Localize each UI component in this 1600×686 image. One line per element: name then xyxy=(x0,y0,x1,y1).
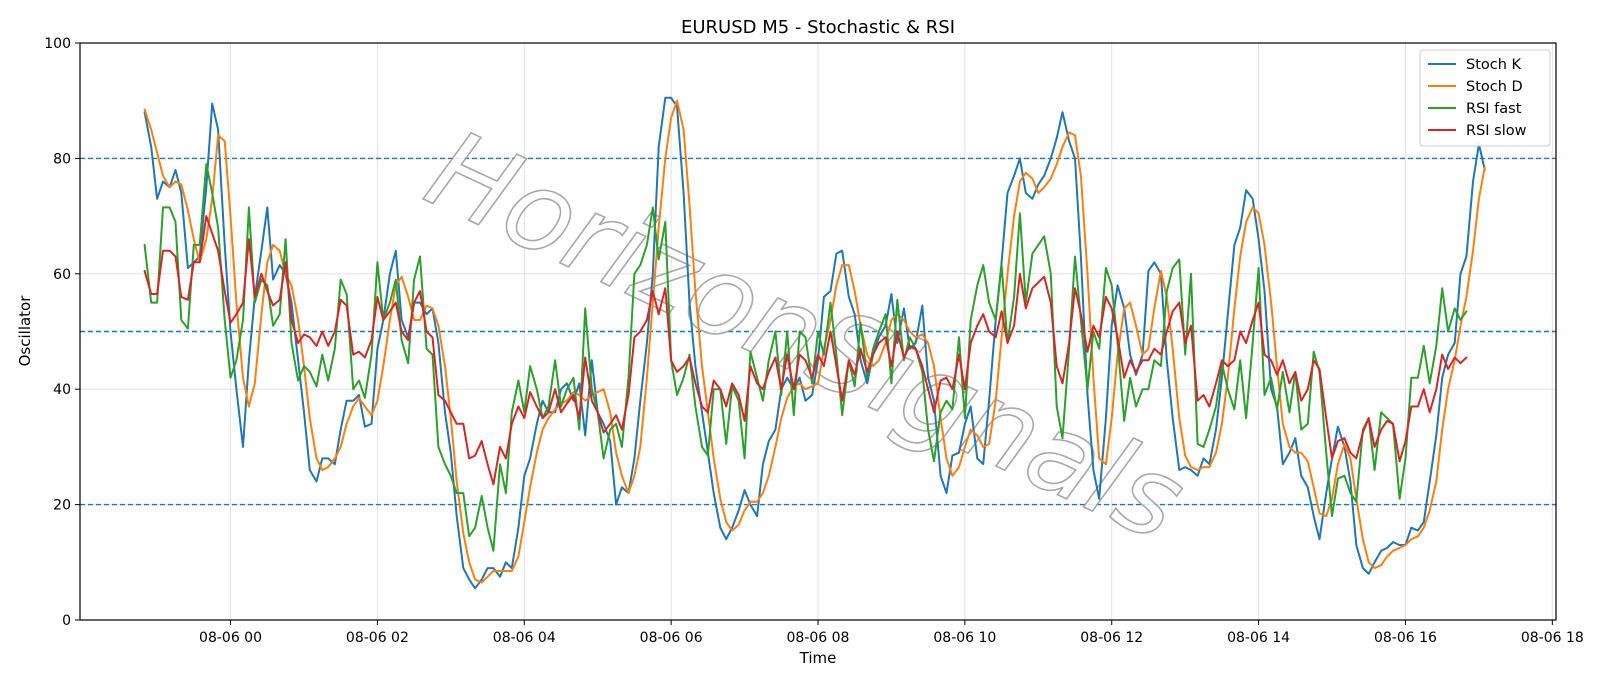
x-tick-label: 08-06 04 xyxy=(493,630,556,646)
y-tick-label: 100 xyxy=(44,36,71,52)
x-tick-label: 08-06 18 xyxy=(1521,630,1584,646)
y-tick-label: 40 xyxy=(53,382,71,398)
x-tick-label: 08-06 06 xyxy=(640,630,703,646)
x-tick-label: 08-06 02 xyxy=(346,630,409,646)
y-axis: 0 20 40 60 80 100 xyxy=(44,36,80,629)
x-tick-label: 08-06 14 xyxy=(1227,630,1290,646)
legend-label: Stoch D xyxy=(1466,79,1523,95)
y-tick-label: 80 xyxy=(53,151,71,167)
x-tick-label: 08-06 00 xyxy=(199,630,262,646)
series-line-stoch-d xyxy=(143,99,1486,584)
chart-title: EURUSD M5 - Stochastic & RSI xyxy=(681,17,955,38)
y-tick-label: 20 xyxy=(53,498,71,514)
y-tick-label: 60 xyxy=(53,267,71,283)
x-axis: 08-06 00 08-06 02 08-06 04 08-06 06 08-06 08… xyxy=(199,620,1584,646)
x-tick-label: 08-06 16 xyxy=(1374,630,1437,646)
legend-label: RSI slow xyxy=(1466,123,1527,139)
x-tick-label: 08-06 12 xyxy=(1080,630,1143,646)
x-tick-label: 08-06 08 xyxy=(787,630,850,646)
series-line-rsi-fast xyxy=(143,163,1468,552)
series-line-stoch-k xyxy=(143,96,1486,590)
x-tick-label: 08-06 10 xyxy=(933,630,996,646)
series-line-rsi-slow xyxy=(143,215,1468,486)
y-axis-title: Oscillator xyxy=(16,295,34,367)
y-tick-label: 0 xyxy=(62,613,71,629)
x-axis-title: Time xyxy=(799,649,837,667)
series-lines xyxy=(143,96,1486,590)
legend-label: RSI fast xyxy=(1466,101,1522,117)
legend-label: Stoch K xyxy=(1466,57,1522,73)
legend: Stoch K Stoch D RSI fast RSI slow xyxy=(1419,49,1551,147)
legend-box xyxy=(1419,49,1551,147)
